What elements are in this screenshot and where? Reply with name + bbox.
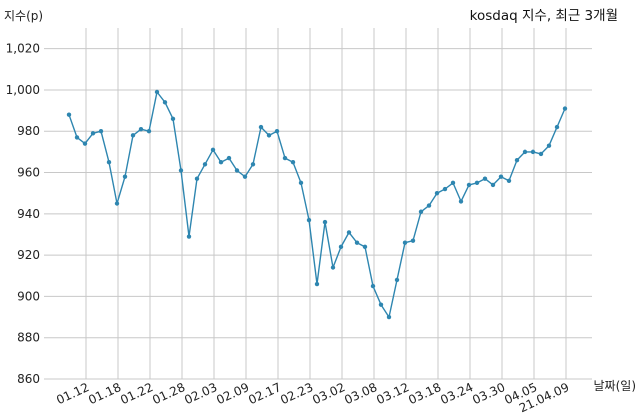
data-point [362,244,368,250]
data-point [562,106,568,111]
data-point [354,240,360,245]
x-tick-label: 03.08 [342,380,379,407]
x-tick-label: 03.02 [310,380,347,407]
data-point [90,131,96,136]
data-point [122,174,128,179]
data-point [418,209,424,214]
data-point [282,155,288,161]
data-point [450,180,456,186]
data-point [242,174,248,179]
x-tick-label: 03.18 [406,380,443,407]
data-point [298,180,304,186]
data-point [66,112,72,117]
data-point [218,160,224,165]
x-tick-label: 02.23 [278,380,315,407]
data-point [226,155,232,161]
data-point [370,283,376,289]
y-tick-label: 1,020 [6,42,40,56]
data-point [402,240,408,245]
data-point [474,180,480,186]
data-point [138,126,144,132]
data-point [482,176,488,181]
x-tick-label: 02.03 [182,380,219,407]
data-point [410,238,416,243]
data-point [330,265,336,270]
data-point [506,178,512,183]
data-point [250,162,256,167]
data-point [202,162,208,167]
data-point [114,201,120,206]
data-point [234,168,240,173]
data-point [322,219,328,225]
data-point [538,151,544,157]
data-point [98,129,104,134]
data-point [394,277,400,283]
data-point [530,149,536,155]
x-tick-label: 03.12 [374,380,411,407]
data-point [74,135,80,140]
grid [44,28,592,380]
x-tick-label: 03.24 [438,380,475,407]
data-point [466,182,472,188]
x-tick-label: 01.18 [86,380,123,407]
y-axis-label: 지수(p) [4,9,44,23]
y-tick-label: 880 [17,331,40,345]
y-tick-label: 860 [17,372,40,386]
data-point [346,230,352,235]
y-tick-label: 960 [17,166,40,180]
data-point [266,133,272,138]
data-point [378,302,384,307]
data-point [210,147,216,153]
data-point [154,89,160,95]
y-tick-label: 1,000 [6,83,40,97]
data-point [82,141,88,146]
data-point [434,190,440,196]
data-point [186,234,192,239]
x-tick-label: 01.22 [118,380,155,407]
chart-title: kosdaq 지수, 최근 3개월 [469,8,618,24]
data-point [162,100,168,105]
x-tick-label: 01.12 [54,380,91,407]
data-point [274,129,280,134]
x-tick-label: 01.28 [150,380,187,407]
data-point [146,129,152,134]
data-point [258,124,264,130]
data-point [554,124,560,130]
x-axis-label: 날짜(일) [593,379,636,393]
data-point [514,157,520,163]
x-axis-ticks: 01.1201.1801.2201.2802.0302.0902.1702.23… [54,380,571,415]
data-point [314,281,320,287]
data-point [458,199,464,204]
data-point [426,203,432,208]
data-point [178,168,184,173]
x-tick-label: 02.09 [214,380,251,407]
data-point [442,186,448,192]
x-tick-label: 02.17 [246,380,283,407]
y-tick-label: 900 [17,289,40,303]
data-point [306,217,312,223]
data-point [194,176,200,181]
data-point [290,160,296,165]
y-axis-ticks: 860 880 900 920 940 960 980 1,000 1,020 [6,42,40,386]
data-point [490,182,496,188]
data-point [130,133,136,138]
y-tick-label: 980 [17,124,40,138]
series [66,89,568,320]
data-point [386,314,392,320]
y-tick-label: 940 [17,207,40,221]
data-point [338,244,344,250]
data-point [106,160,112,165]
data-point [522,149,528,155]
data-point [546,143,552,148]
y-tick-label: 920 [17,248,40,262]
data-point [498,174,504,179]
data-point [170,116,176,122]
x-tick-label: 03.30 [470,380,507,407]
